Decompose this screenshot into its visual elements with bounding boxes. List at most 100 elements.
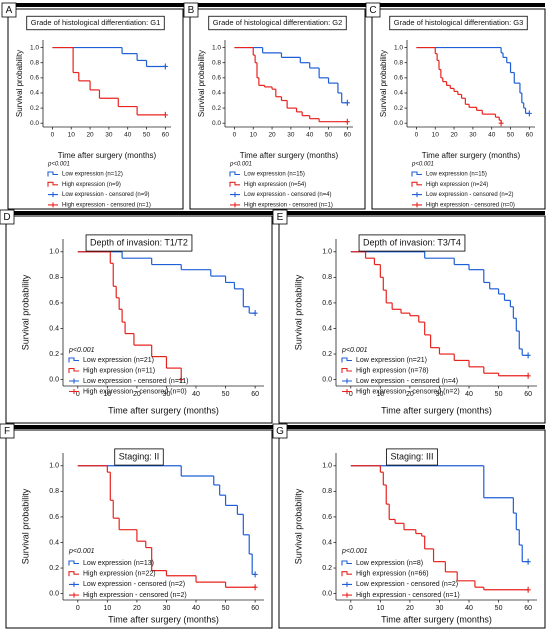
x-tick-label: 60 bbox=[524, 605, 532, 612]
legend-label: High expression - censored (n=1) bbox=[62, 202, 151, 208]
censor-mark bbox=[252, 571, 258, 578]
y-tick-label: 0.0 bbox=[322, 590, 332, 597]
x-tick-label: 50 bbox=[507, 132, 515, 139]
legend-label: Low expression (n=13) bbox=[83, 560, 154, 567]
panel-title: Depth of invasion: T3/T4 bbox=[363, 237, 461, 247]
x-tick-label: 50 bbox=[143, 132, 151, 139]
x-tick-label: 10 bbox=[250, 132, 258, 139]
y-tick-label: 0.6 bbox=[212, 75, 221, 82]
x-axis-label: Time after surgery (months) bbox=[58, 151, 157, 160]
x-tick-label: 40 bbox=[306, 132, 314, 139]
censor-mark bbox=[525, 372, 531, 379]
y-tick-label: 0.8 bbox=[322, 274, 332, 281]
y-axis-label: Survival probability bbox=[20, 274, 30, 350]
p-value: p<0.001 bbox=[341, 347, 368, 354]
legend-symbol bbox=[68, 560, 79, 566]
legend-symbol bbox=[341, 560, 352, 566]
censor-mark bbox=[252, 584, 258, 591]
legend-label: High expression - censored (n=1) bbox=[244, 202, 333, 208]
y-tick-label: 0.6 bbox=[30, 75, 39, 82]
panel-letter-box bbox=[272, 209, 288, 225]
censor-mark bbox=[344, 118, 350, 125]
x-tick-label: 20 bbox=[406, 605, 414, 612]
x-tick-label: 60 bbox=[344, 132, 352, 139]
censor-mark bbox=[162, 63, 168, 70]
x-tick-label: 30 bbox=[436, 605, 444, 612]
x-tick-label: 0 bbox=[76, 605, 80, 612]
panel-frame bbox=[5, 215, 273, 424]
censor-mark bbox=[252, 310, 258, 317]
panel-letter-box bbox=[0, 209, 15, 225]
legend-label: Low expression - censored (n=2) bbox=[426, 192, 514, 198]
x-axis-label: Time after surgery (months) bbox=[381, 405, 492, 415]
title-box bbox=[208, 15, 347, 31]
y-tick-label: 0.2 bbox=[212, 105, 221, 112]
censor-mark bbox=[525, 558, 531, 565]
x-tick-label: 0 bbox=[349, 391, 353, 398]
y-tick-label: 0.2 bbox=[49, 565, 59, 572]
legend-symbol bbox=[341, 571, 352, 577]
legend-label: High expression (n=22) bbox=[83, 571, 156, 578]
panel-title: Grade of histological differentiation: G… bbox=[31, 18, 161, 27]
title-box bbox=[26, 15, 165, 31]
y-tick-label: 1.0 bbox=[49, 249, 59, 256]
x-tick-label: 60 bbox=[251, 605, 259, 612]
x-tick-label: 40 bbox=[192, 391, 200, 398]
legend-label: Low expression (n=15) bbox=[244, 172, 305, 178]
x-tick-label: 10 bbox=[376, 391, 384, 398]
legend-label: High expression - censored (n=1) bbox=[356, 592, 460, 599]
y-tick-label: 0.8 bbox=[322, 488, 332, 495]
panel: C 0 10 20 30 40 50 60 0.0 0.2 0.4 0.6 0.8 1.0 Time aft… bbox=[365, 2, 546, 210]
x-tick-label: 30 bbox=[163, 391, 171, 398]
x-tick-label: 40 bbox=[465, 605, 473, 612]
y-tick-label: 0.0 bbox=[49, 376, 59, 383]
legend-censor-symbol bbox=[342, 592, 352, 598]
legend-label: Low expression - censored (n=2) bbox=[356, 581, 458, 588]
x-tick-label: 60 bbox=[526, 132, 534, 139]
y-tick-label: 0.8 bbox=[49, 488, 59, 495]
censor-mark bbox=[498, 120, 504, 127]
y-tick-label: 0.0 bbox=[212, 120, 221, 127]
x-tick-label: 50 bbox=[222, 605, 230, 612]
legend-label: Low expression - censored (n=2) bbox=[83, 581, 185, 588]
y-tick-label: 1.0 bbox=[30, 44, 39, 51]
y-tick-label: 0.6 bbox=[394, 75, 403, 82]
y-tick-label: 0.4 bbox=[394, 90, 403, 97]
y-axis-label: Survival probability bbox=[293, 488, 303, 564]
panel-frame bbox=[278, 429, 546, 629]
y-tick-label: 0.6 bbox=[49, 300, 59, 307]
y-axis-label: Survival probability bbox=[20, 488, 30, 564]
y-tick-label: 0.4 bbox=[49, 539, 59, 546]
legend-symbol bbox=[229, 181, 240, 187]
title-box bbox=[386, 448, 438, 466]
legend-censor-symbol bbox=[230, 192, 240, 198]
x-tick-label: 40 bbox=[488, 132, 496, 139]
y-axis-label: Survival probability bbox=[15, 50, 24, 117]
y-tick-label: 0.0 bbox=[30, 120, 39, 127]
y-tick-label: 0.0 bbox=[322, 376, 332, 383]
legend-symbol bbox=[47, 171, 58, 177]
y-tick-label: 0.6 bbox=[322, 300, 332, 307]
legend-censor-symbol bbox=[69, 389, 79, 394]
x-tick-label: 0 bbox=[51, 132, 55, 139]
legend-label: High expression (n=66) bbox=[356, 571, 429, 578]
panel: E 0 10 20 30 40 50 60 0.0 0.2 0.4 0.6 0.8 1.0 Time aft… bbox=[272, 209, 546, 424]
panel-frame bbox=[371, 8, 546, 210]
y-tick-label: 0.6 bbox=[322, 514, 332, 521]
legend-censor-symbol bbox=[342, 389, 352, 394]
legend-censor-symbol bbox=[69, 592, 79, 598]
panel-letter-box bbox=[1, 2, 17, 18]
x-tick-label: 50 bbox=[222, 391, 230, 398]
censor-mark bbox=[344, 99, 350, 106]
x-tick-label: 30 bbox=[163, 605, 171, 612]
x-tick-label: 20 bbox=[406, 391, 414, 398]
x-tick-label: 10 bbox=[432, 132, 440, 139]
legend-symbol bbox=[229, 171, 240, 177]
y-tick-label: 0.4 bbox=[212, 90, 221, 97]
x-tick-label: 20 bbox=[268, 132, 276, 139]
panel: G 0 10 20 30 40 50 60 0.0 0.2 0.4 0.6 0.8 1.0 Time aft… bbox=[272, 423, 546, 629]
legend-censor-symbol bbox=[412, 202, 422, 208]
x-tick-label: 0 bbox=[233, 132, 237, 139]
